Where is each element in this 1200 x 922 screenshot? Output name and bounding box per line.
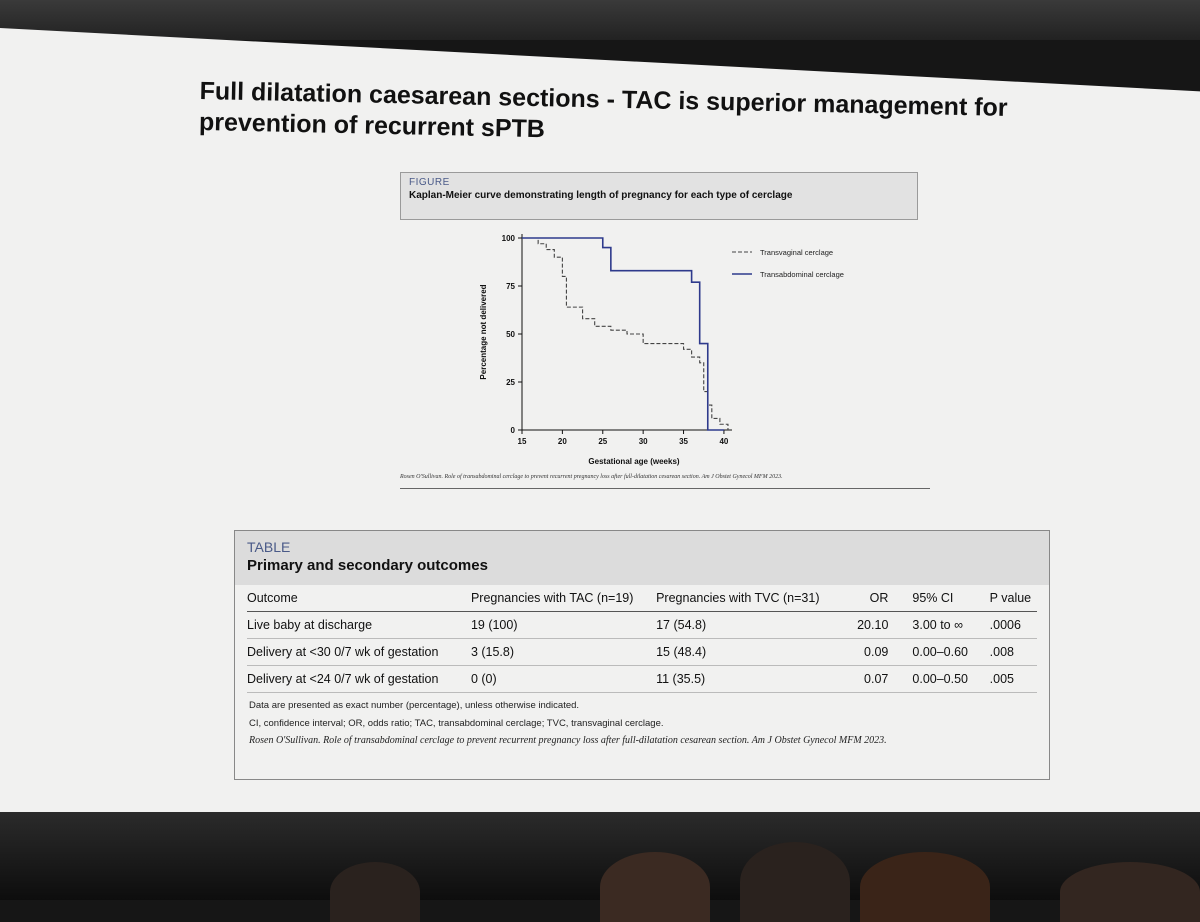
x-tick-label: 25 (598, 437, 607, 446)
x-tick-label: 40 (719, 437, 728, 446)
table-cell: 3.00 to ∞ (900, 611, 990, 639)
ceiling (0, 0, 1200, 40)
table-cell: 17 (54.8) (656, 611, 839, 639)
audience-head (860, 852, 990, 922)
legend-label: Transabdominal cerclage (760, 270, 844, 279)
y-tick-label: 0 (511, 426, 516, 435)
table-cell: 11 (35.5) (656, 665, 839, 693)
figure-caption: Kaplan-Meier curve demonstrating length … (409, 190, 793, 201)
table-header-row: Outcome Pregnancies with TAC (n=19) Preg… (247, 585, 1037, 612)
y-tick-label: 50 (506, 330, 515, 339)
table-cell: 0.00–0.60 (900, 638, 990, 666)
column-header-outcome: Outcome (247, 585, 471, 612)
chart-legend: Transvaginal cerclage Transabdominal cerc… (732, 248, 844, 279)
y-axis-label: Percentage not delivered (479, 284, 488, 379)
table-citation: Rosen O'Sullivan. Role of transabdominal… (249, 735, 887, 746)
column-header-pvalue: P value (989, 585, 1037, 612)
column-header-tac: Pregnancies with TAC (n=19) (470, 585, 657, 612)
table-cell: 0.00–0.50 (900, 665, 990, 693)
table-cell: 0.07 (838, 665, 901, 693)
table-cell: 20.10 (838, 611, 901, 639)
column-header-ci: 95% CI (900, 585, 990, 612)
legend-label: Transvaginal cerclage (760, 248, 833, 257)
table-cell: 0 (0) (470, 665, 657, 693)
table-cell: 3 (15.8) (470, 638, 657, 666)
figure-label: FIGURE (409, 177, 450, 188)
km-series-line (522, 237, 729, 430)
table-cell: Live baby at discharge (247, 611, 471, 639)
outcomes-table: Outcome Pregnancies with TAC (n=19) Preg… (247, 585, 1037, 693)
chart-axes: 0 25 50 75 100 15 20 25 30 35 40 (502, 234, 732, 446)
table-cell: 15 (48.4) (656, 638, 839, 666)
x-axis-label: Gestational age (weeks) (588, 457, 679, 466)
column-header-tvc: Pregnancies with TVC (n=31) (656, 585, 839, 612)
table-cell: 0.09 (838, 638, 901, 666)
figure-citation: Rosen O'Sullivan. Role of transabdominal… (400, 474, 783, 480)
x-tick-label: 30 (639, 437, 648, 446)
outcomes-table-panel: TABLE Primary and secondary outcomes Out… (234, 530, 1050, 780)
x-tick-label: 20 (558, 437, 567, 446)
column-header-or: OR (838, 585, 901, 612)
audience-head (1060, 862, 1200, 922)
x-tick-label: 35 (679, 437, 688, 446)
table-header: TABLE Primary and secondary outcomes (235, 531, 1049, 585)
table-cell: 19 (100) (470, 611, 657, 639)
table-title: Primary and secondary outcomes (247, 557, 488, 574)
table-row: Live baby at discharge 19 (100) 17 (54.8… (247, 611, 1037, 639)
table-row: Delivery at <30 0/7 wk of gestation 3 (1… (247, 638, 1037, 666)
audience-head (740, 842, 850, 922)
y-tick-label: 75 (506, 282, 515, 291)
audience-head (600, 852, 710, 922)
table-note-data: Data are presented as exact number (perc… (249, 700, 580, 711)
table-cell: .008 (989, 638, 1037, 666)
km-series-line (522, 237, 724, 431)
audience-area (0, 812, 1200, 922)
table-label: TABLE (247, 539, 291, 555)
table-row: Delivery at <24 0/7 wk of gestation 0 (0… (247, 665, 1037, 693)
kaplan-meier-chart: 0 25 50 75 100 15 20 25 30 35 40 Transvaginal cerc… (479, 234, 844, 466)
y-tick-label: 100 (502, 234, 516, 243)
figure-header: FIGURE Kaplan-Meier curve demonstrating … (400, 172, 918, 220)
chart-series (522, 237, 729, 431)
table-cell: .005 (989, 665, 1037, 693)
y-tick-label: 25 (506, 378, 515, 387)
table-note-abbreviations: CI, confidence interval; OR, odds ratio;… (249, 718, 664, 729)
table-cell: .0006 (989, 611, 1037, 639)
figure-divider (400, 488, 930, 489)
table-cell: Delivery at <30 0/7 wk of gestation (247, 638, 471, 666)
table-cell: Delivery at <24 0/7 wk of gestation (247, 665, 471, 693)
x-tick-label: 15 (518, 437, 527, 446)
audience-head (330, 862, 420, 922)
